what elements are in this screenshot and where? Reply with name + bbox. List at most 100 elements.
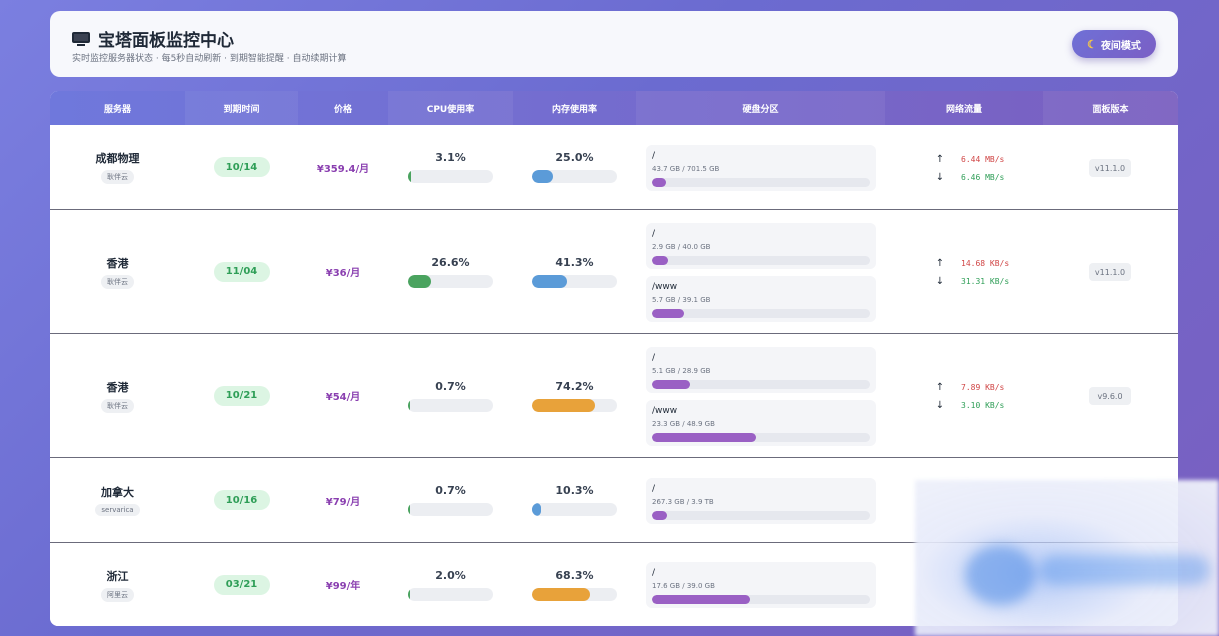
arrow-up-icon: ↑ bbox=[935, 153, 945, 165]
column-header-disk[interactable]: 硬盘分区 bbox=[636, 91, 885, 125]
server-cell: 加拿大 servarica bbox=[50, 458, 185, 542]
network-cell: ↑ 6.44 MB/s ↓ 6.46 MB/s bbox=[925, 150, 1045, 186]
cpu-percent: 0.7% bbox=[435, 484, 466, 497]
table-header: 服务器 到期时间 价格 CPU使用率 内存使用率 硬盘分区 网络流量 面板版本 bbox=[50, 91, 1178, 125]
cpu-bar-fill bbox=[408, 398, 410, 412]
server-provider-tag: 耿伴云 bbox=[101, 170, 134, 184]
expire-cell: 10/16 bbox=[185, 458, 298, 542]
expire-badge: 03/21 bbox=[213, 574, 270, 595]
disk-size: 5.1 GB / 28.9 GB bbox=[652, 367, 711, 375]
page-title: 宝塔面板监控中心 bbox=[72, 26, 234, 51]
column-header-server[interactable]: 服务器 bbox=[103, 104, 131, 115]
disk-bar-fill bbox=[652, 178, 666, 187]
memory-bar-fill bbox=[532, 587, 591, 601]
blurred-overlay bbox=[915, 480, 1219, 636]
download-speed: 6.46 MB/s bbox=[961, 172, 1005, 182]
memory-bar bbox=[532, 170, 617, 183]
disk-mount: / bbox=[652, 484, 656, 494]
price-value: ¥54/月 bbox=[325, 392, 361, 403]
cpu-cell: 0.7% bbox=[388, 458, 513, 542]
cpu-bar-fill bbox=[408, 170, 411, 183]
cpu-bar-fill bbox=[408, 587, 410, 601]
header-panel: 宝塔面板监控中心 实时监控服务器状态 · 每5秒自动刷新 · 到期智能提醒 · … bbox=[50, 11, 1178, 77]
price-cell: ¥36/月 bbox=[298, 210, 388, 333]
disk-bar bbox=[652, 380, 870, 389]
memory-bar-fill bbox=[532, 274, 568, 288]
panel-version: v11.1.0 bbox=[1089, 159, 1131, 177]
network-cell: ↑ 14.68 KB/s ↓ 31.31 KB/s bbox=[925, 254, 1045, 290]
cpu-cell: 26.6% bbox=[388, 210, 513, 333]
disk-partition: /www 5.7 GB / 39.1 GB bbox=[646, 276, 876, 322]
memory-percent: 25.0% bbox=[555, 151, 594, 164]
table-row[interactable]: 香港 耿伴云 11/04 ¥36/月 26.6% 41.3% / 2.9 GB … bbox=[50, 210, 1178, 334]
upload-speed: 7.89 KB/s bbox=[961, 382, 1005, 392]
table-row[interactable]: 成都物理 耿伴云 10/14 ¥359.4/月 3.1% 25.0% / 43.… bbox=[50, 125, 1178, 210]
download-speed: 31.31 KB/s bbox=[961, 276, 1010, 286]
expire-badge: 10/21 bbox=[213, 385, 270, 406]
column-header-memory[interactable]: 内存使用率 bbox=[551, 104, 597, 115]
server-cell: 香港 耿伴云 bbox=[50, 334, 185, 457]
disk-partition: / 267.3 GB / 3.9 TB bbox=[646, 478, 876, 524]
disk-partition: / 17.6 GB / 39.0 GB bbox=[646, 562, 876, 608]
price-cell: ¥99/年 bbox=[298, 543, 388, 626]
memory-bar bbox=[532, 274, 617, 288]
cpu-percent: 0.7% bbox=[435, 379, 466, 393]
arrow-down-icon: ↓ bbox=[935, 399, 945, 411]
monitor-icon bbox=[72, 31, 90, 46]
disk-partition: /www 23.3 GB / 48.9 GB bbox=[646, 400, 876, 446]
disk-bar bbox=[652, 511, 870, 520]
disk-partition: / 5.1 GB / 28.9 GB bbox=[646, 347, 876, 393]
server-name: 浙江 bbox=[106, 569, 129, 583]
network-cell: ↑ 7.89 KB/s ↓ 3.10 KB/s bbox=[925, 378, 1045, 414]
disk-mount: / bbox=[652, 229, 656, 239]
server-provider-tag: 耿伴云 bbox=[101, 398, 134, 413]
memory-bar bbox=[532, 587, 617, 601]
column-header-version[interactable]: 面板版本 bbox=[1043, 91, 1178, 125]
column-header-cpu[interactable]: CPU使用率 bbox=[388, 91, 513, 125]
disk-bar bbox=[652, 256, 870, 265]
table-row[interactable]: 香港 耿伴云 10/21 ¥54/月 0.7% 74.2% / 5.1 GB /… bbox=[50, 334, 1178, 458]
cpu-bar-fill bbox=[408, 503, 410, 516]
memory-bar bbox=[532, 398, 617, 412]
server-name: 香港 bbox=[106, 380, 129, 394]
expire-badge: 10/14 bbox=[213, 157, 270, 177]
page-title-text: 宝塔面板监控中心 bbox=[98, 31, 234, 51]
disk-bar-fill bbox=[652, 511, 667, 520]
cpu-bar bbox=[408, 274, 493, 288]
disk-partition: / 43.7 GB / 701.5 GB bbox=[646, 145, 876, 191]
upload-speed: 6.44 MB/s bbox=[961, 154, 1005, 164]
column-header-price[interactable]: 价格 bbox=[333, 104, 352, 115]
memory-percent: 10.3% bbox=[555, 484, 594, 497]
cpu-bar bbox=[408, 503, 493, 516]
price-cell: ¥79/月 bbox=[298, 458, 388, 542]
memory-bar-fill bbox=[532, 503, 541, 516]
disk-size: 2.9 GB / 40.0 GB bbox=[652, 243, 711, 251]
disk-bar-fill bbox=[652, 256, 668, 265]
memory-bar bbox=[532, 503, 617, 516]
cpu-percent: 26.6% bbox=[431, 255, 470, 269]
memory-bar-fill bbox=[532, 170, 554, 183]
disk-partition: / 2.9 GB / 40.0 GB bbox=[646, 223, 876, 269]
column-header-expire[interactable]: 到期时间 bbox=[185, 91, 298, 125]
cpu-bar-fill bbox=[408, 274, 431, 288]
cpu-bar bbox=[408, 587, 493, 601]
night-mode-label: 夜间模式 bbox=[1100, 40, 1141, 52]
overlay-blob bbox=[965, 545, 1035, 605]
memory-cell: 41.3% bbox=[513, 210, 636, 333]
arrow-down-icon: ↓ bbox=[935, 171, 945, 183]
night-mode-button[interactable]: ☾ 夜间模式 bbox=[1072, 30, 1156, 58]
memory-cell: 25.0% bbox=[513, 125, 636, 209]
memory-cell: 10.3% bbox=[513, 458, 636, 542]
expire-cell: 10/21 bbox=[185, 334, 298, 457]
server-provider-tag: 耿伴云 bbox=[101, 274, 134, 289]
disk-bar bbox=[652, 595, 870, 604]
memory-percent: 68.3% bbox=[555, 568, 594, 582]
price-value: ¥79/月 bbox=[325, 496, 361, 508]
column-header-network[interactable]: 网络流量 bbox=[945, 104, 982, 115]
disk-bar-fill bbox=[652, 433, 756, 442]
arrow-up-icon: ↑ bbox=[935, 381, 945, 393]
disk-bar-fill bbox=[652, 309, 684, 318]
disk-size: 267.3 GB / 3.9 TB bbox=[652, 498, 714, 506]
memory-bar-fill bbox=[532, 398, 596, 412]
price-cell: ¥359.4/月 bbox=[298, 125, 388, 209]
